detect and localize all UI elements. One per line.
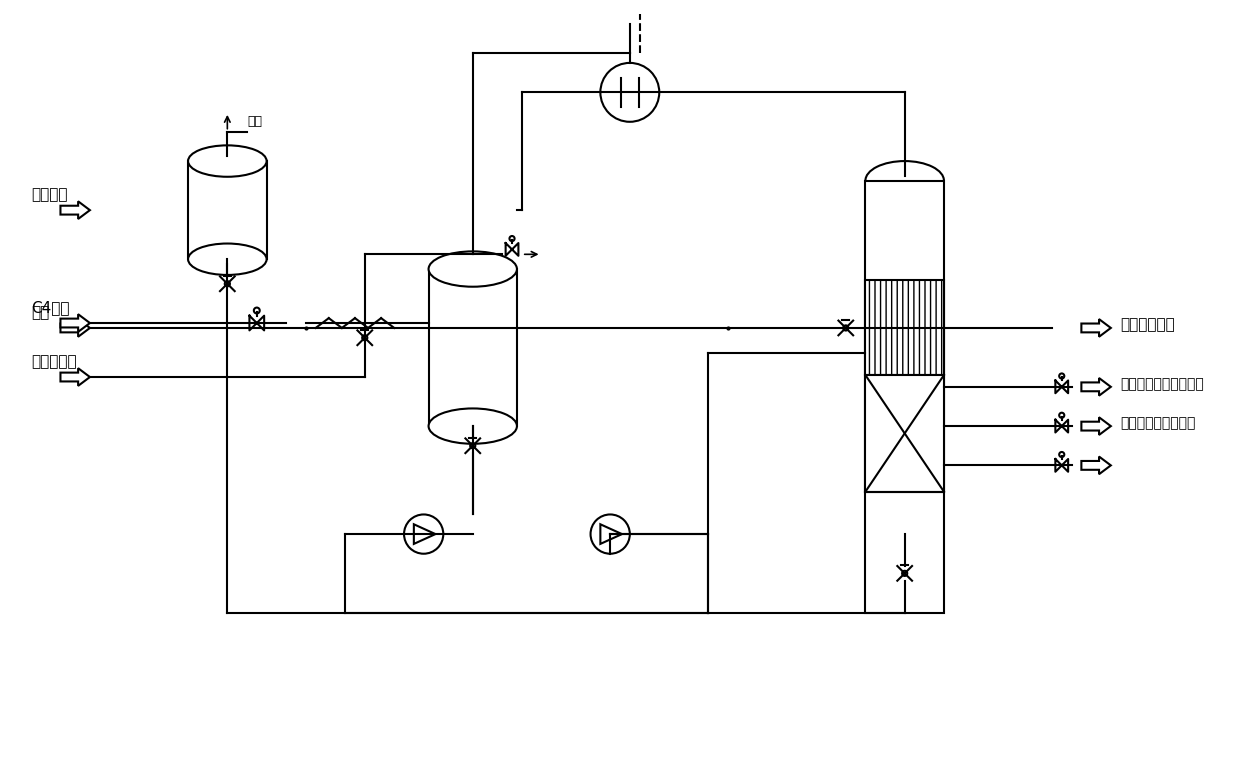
Ellipse shape [866,161,944,201]
Bar [188,161,267,259]
Ellipse shape [429,251,517,287]
Ellipse shape [188,145,267,177]
Text: 废气: 废气 [247,115,262,128]
Text: 分离净化获烷基化油: 分离净化获烷基化油 [1121,416,1197,430]
Ellipse shape [188,244,267,275]
Polygon shape [61,314,91,332]
Circle shape [404,515,444,553]
Text: 循环异丁烷: 循环异丁烷 [31,354,77,369]
Polygon shape [414,525,435,544]
Polygon shape [600,525,622,544]
Ellipse shape [429,409,517,444]
Polygon shape [1081,319,1111,337]
Polygon shape [61,319,91,337]
Circle shape [590,515,630,553]
Polygon shape [61,201,91,219]
Polygon shape [61,368,91,386]
Bar [866,181,944,612]
Circle shape [600,63,660,122]
Polygon shape [1081,378,1111,396]
Text: C4原料: C4原料 [31,301,69,315]
Text: 压缩制冷循环: 压缩制冷循环 [1121,317,1176,332]
Text: 补充新酸: 补充新酸 [31,187,67,202]
Bar [866,280,944,375]
Text: 分离净化压缩制冷循环: 分离净化压缩制冷循环 [1121,377,1204,391]
Polygon shape [1081,417,1111,435]
Bar [866,375,944,492]
Bar [429,269,517,426]
Text: 丙烷: 丙烷 [31,305,50,320]
Polygon shape [1081,456,1111,474]
